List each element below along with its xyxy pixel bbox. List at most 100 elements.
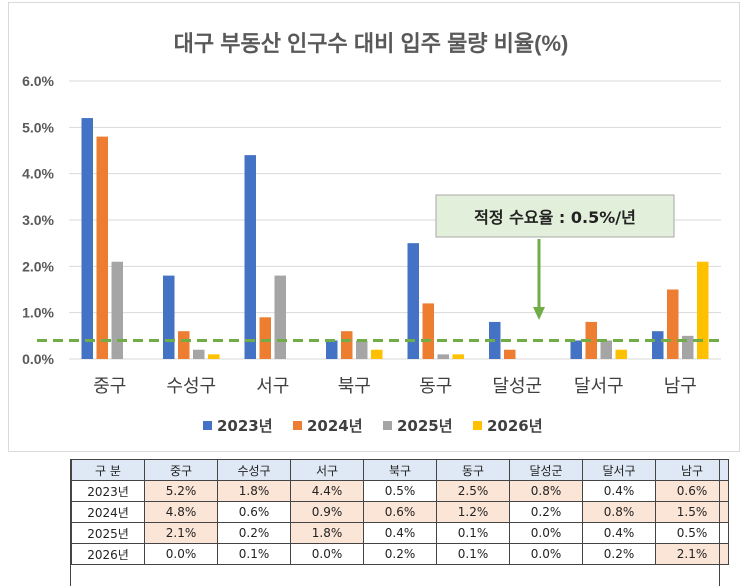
- table-cell: 2.1%: [144, 522, 218, 544]
- table-row: 2025년 2.1% 0.2% 1.8% 0.4% 0.1% 0.0% 0.4% 0.5%: [71, 522, 729, 544]
- y-tick-label: 2.0%: [22, 258, 54, 274]
- legend-swatch: [383, 421, 392, 430]
- bar-2026년-수성구: [208, 354, 220, 359]
- page-guide-right: [719, 459, 720, 586]
- table-cell: 2.1%: [655, 543, 729, 565]
- table-cell: 0.0%: [509, 522, 583, 544]
- chart-title: 대구 부동산 인구수 대비 입주 물량 비율(%): [174, 31, 569, 56]
- bar-2023년-달서구: [570, 340, 582, 359]
- table-cell: 0.6%: [655, 480, 729, 502]
- table-cell: 0.5%: [363, 480, 437, 502]
- table-header-row: 구 분 중구 수성구 서구 북구 동구 달성군 달서구 남구: [71, 459, 729, 481]
- y-tick-label: 5.0%: [22, 119, 54, 135]
- legend-swatch: [473, 421, 482, 430]
- bar-2023년-남구: [652, 331, 664, 359]
- bar-2025년-서구: [274, 275, 286, 359]
- x-tick-label: 서구: [256, 376, 289, 397]
- table-cell: 1.8%: [290, 522, 364, 544]
- bar-2024년-중구: [96, 136, 108, 359]
- bar-2024년-수성구: [178, 331, 190, 359]
- bar-2023년-수성구: [163, 275, 175, 359]
- table-cell: 0.1%: [217, 543, 291, 565]
- bar-2026년-달서구: [615, 349, 627, 359]
- bar-2024년-동구: [422, 303, 434, 359]
- bars: [81, 118, 709, 359]
- legend-swatch: [293, 421, 302, 430]
- legend-label: 2023년: [217, 417, 273, 435]
- bar-2025년-동구: [437, 354, 449, 359]
- table-header-cell: 중구: [144, 459, 218, 481]
- table-cell: 0.4%: [582, 480, 656, 502]
- bar-2026년-동구: [452, 354, 464, 359]
- row-label: 2026년: [71, 543, 145, 565]
- table-body: 2023년 5.2% 1.8% 4.4% 0.5% 2.5% 0.8% 0.4% 0.6% 202…: [71, 480, 729, 565]
- legend-label: 2026년: [487, 417, 543, 435]
- table-cell: 0.8%: [582, 501, 656, 523]
- row-label: 2023년: [71, 480, 145, 502]
- annotation: 적정 수요율 : 0.5%/년: [435, 194, 675, 320]
- table-header-cell: 남구: [655, 459, 729, 481]
- table-header-cell: 서구: [290, 459, 364, 481]
- table-header-cell: 동구: [436, 459, 510, 481]
- table-row: 2024년 4.8% 0.6% 0.9% 0.6% 1.2% 0.2% 0.8% 1.5%: [71, 501, 729, 523]
- legend-label: 2025년: [397, 417, 453, 435]
- table-cell: 2.5%: [436, 480, 510, 502]
- bar-2025년-중구: [111, 261, 123, 359]
- y-tick-label: 3.0%: [22, 212, 54, 228]
- legend-label: 2024년: [307, 417, 363, 435]
- table-cell: 1.8%: [217, 480, 291, 502]
- x-tick-label: 중구: [93, 376, 126, 397]
- bar-2025년-수성구: [193, 349, 205, 359]
- table-header-cell: 구 분: [71, 459, 145, 481]
- table-cell: 0.6%: [217, 501, 291, 523]
- x-tick-label: 수성구: [166, 376, 216, 397]
- annotation-box: [435, 194, 675, 238]
- table-cell: 1.5%: [655, 501, 729, 523]
- table-cell: 0.4%: [363, 522, 437, 544]
- page-guide-left: [70, 459, 71, 586]
- bar-2025년-남구: [682, 335, 694, 359]
- x-tick-label: 달서구: [574, 376, 624, 397]
- bar-2026년-북구: [371, 349, 383, 359]
- bar-2023년-중구: [81, 118, 93, 359]
- table-cell: 0.0%: [509, 543, 583, 565]
- bar-2025년-달서구: [600, 340, 612, 359]
- table-cell: 5.2%: [144, 480, 218, 502]
- table-cell: 0.4%: [582, 522, 656, 544]
- bar-2023년-동구: [407, 243, 419, 359]
- bar-chart: 대구 부동산 인구수 대비 입주 물량 비율(%) 0.0% 1.0% 2.0% 3.…: [22, 31, 721, 435]
- row-label: 2024년: [71, 501, 145, 523]
- annotation-arrow-head: [533, 307, 545, 320]
- legend: 2023년 2024년 2025년 2026년: [203, 417, 543, 435]
- table-header-cell: 북구: [363, 459, 437, 481]
- x-tick-label: 달성군: [492, 376, 542, 397]
- bar-2024년-서구: [259, 317, 271, 359]
- bar-2025년-북구: [356, 340, 368, 359]
- table-cell: 0.6%: [363, 501, 437, 523]
- x-axis-ticks: 중구 수성구 서구 북구 동구 달성군 달서구 남구: [93, 376, 697, 397]
- table-cell: 1.2%: [436, 501, 510, 523]
- table-cell: 0.5%: [655, 522, 729, 544]
- x-tick-label: 북구: [338, 376, 371, 397]
- bar-2024년-달서구: [585, 321, 597, 359]
- table-cell: 0.9%: [290, 501, 364, 523]
- table-cell: 0.2%: [582, 543, 656, 565]
- data-table-wrap: 구 분 중구 수성구 서구 북구 동구 달성군 달서구 남구 2023년 5.2%…: [71, 459, 729, 565]
- y-axis-ticks: 0.0% 1.0% 2.0% 3.0% 4.0% 5.0% 6.0%: [22, 73, 54, 367]
- row-label: 2025년: [71, 522, 145, 544]
- table-cell: 0.8%: [509, 480, 583, 502]
- data-table: 구 분 중구 수성구 서구 북구 동구 달성군 달서구 남구 2023년 5.2%…: [71, 459, 729, 565]
- table-cell: 0.0%: [144, 543, 218, 565]
- table-row: 2023년 5.2% 1.8% 4.4% 0.5% 2.5% 0.8% 0.4% 0.6%: [71, 480, 729, 502]
- table-cell: 0.2%: [217, 522, 291, 544]
- bar-2024년-북구: [341, 331, 353, 359]
- table-header-cell: 달서구: [582, 459, 656, 481]
- bar-2024년-남구: [667, 289, 679, 359]
- table-cell: 0.2%: [363, 543, 437, 565]
- y-tick-label: 1.0%: [22, 305, 54, 321]
- x-tick-label: 남구: [664, 376, 697, 397]
- table-cell: 0.1%: [436, 543, 510, 565]
- table-cell: 4.8%: [144, 501, 218, 523]
- y-tick-label: 4.0%: [22, 166, 54, 182]
- bar-2026년-남구: [697, 261, 709, 359]
